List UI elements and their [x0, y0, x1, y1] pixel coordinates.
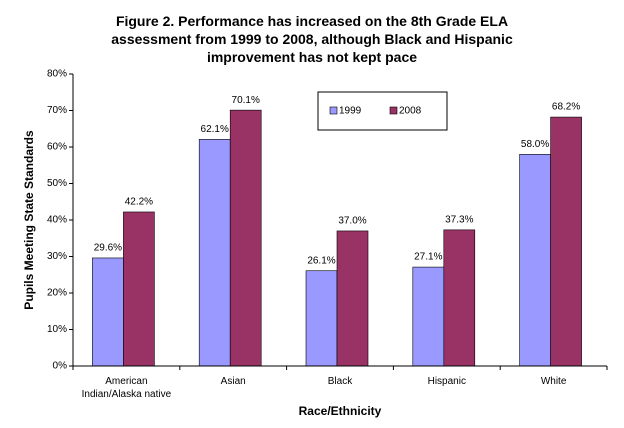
- x-tick-label: White: [540, 376, 567, 387]
- bar: [550, 116, 582, 367]
- x-tick-label: Black: [327, 376, 353, 387]
- value-label: 58.0%: [521, 139, 549, 150]
- value-label: 37.0%: [338, 216, 366, 227]
- legend-swatch: [329, 106, 338, 115]
- bar: [443, 229, 476, 367]
- x-tick-label: American Indian/Alaska native: [81, 376, 172, 400]
- value-label: 42.2%: [125, 197, 153, 208]
- y-tick-label: 40%: [47, 215, 67, 226]
- bar: [198, 139, 231, 367]
- bar: [305, 270, 338, 367]
- y-tick-label: 20%: [47, 288, 67, 299]
- value-label: 27.1%: [414, 252, 442, 263]
- y-tick-label: 70%: [47, 105, 67, 116]
- bar: [519, 154, 551, 367]
- x-axis-title: Race/Ethnicity: [299, 404, 382, 418]
- bar: [336, 230, 369, 367]
- y-tick-label: 0%: [53, 361, 68, 372]
- chart-title: Figure 2. Performance has increased on t…: [111, 13, 513, 65]
- y-tick-label: 50%: [47, 178, 67, 189]
- value-label: 70.1%: [232, 95, 260, 106]
- bar: [123, 211, 155, 367]
- legend-label: 2008: [399, 106, 422, 117]
- legend-swatch: [389, 106, 398, 115]
- legend-box: [317, 91, 448, 131]
- bar: [412, 266, 445, 367]
- legend-label: 1999: [339, 106, 362, 117]
- y-tick-label: 80%: [47, 69, 67, 80]
- x-tick-label: Asian: [220, 376, 246, 387]
- value-label: 29.6%: [94, 243, 122, 254]
- value-label: 62.1%: [201, 124, 229, 135]
- y-tick-label: 30%: [47, 251, 67, 262]
- value-label: 26.1%: [307, 255, 335, 266]
- value-label: 37.3%: [445, 214, 473, 225]
- bar: [229, 109, 262, 367]
- x-tick-label: Hispanic: [427, 376, 466, 387]
- bar: [92, 257, 124, 367]
- y-tick-label: 60%: [47, 142, 67, 153]
- y-axis-title: Pupils Meeting State Standards: [22, 130, 36, 310]
- value-label: 68.2%: [552, 102, 580, 113]
- y-tick-label: 10%: [47, 324, 67, 335]
